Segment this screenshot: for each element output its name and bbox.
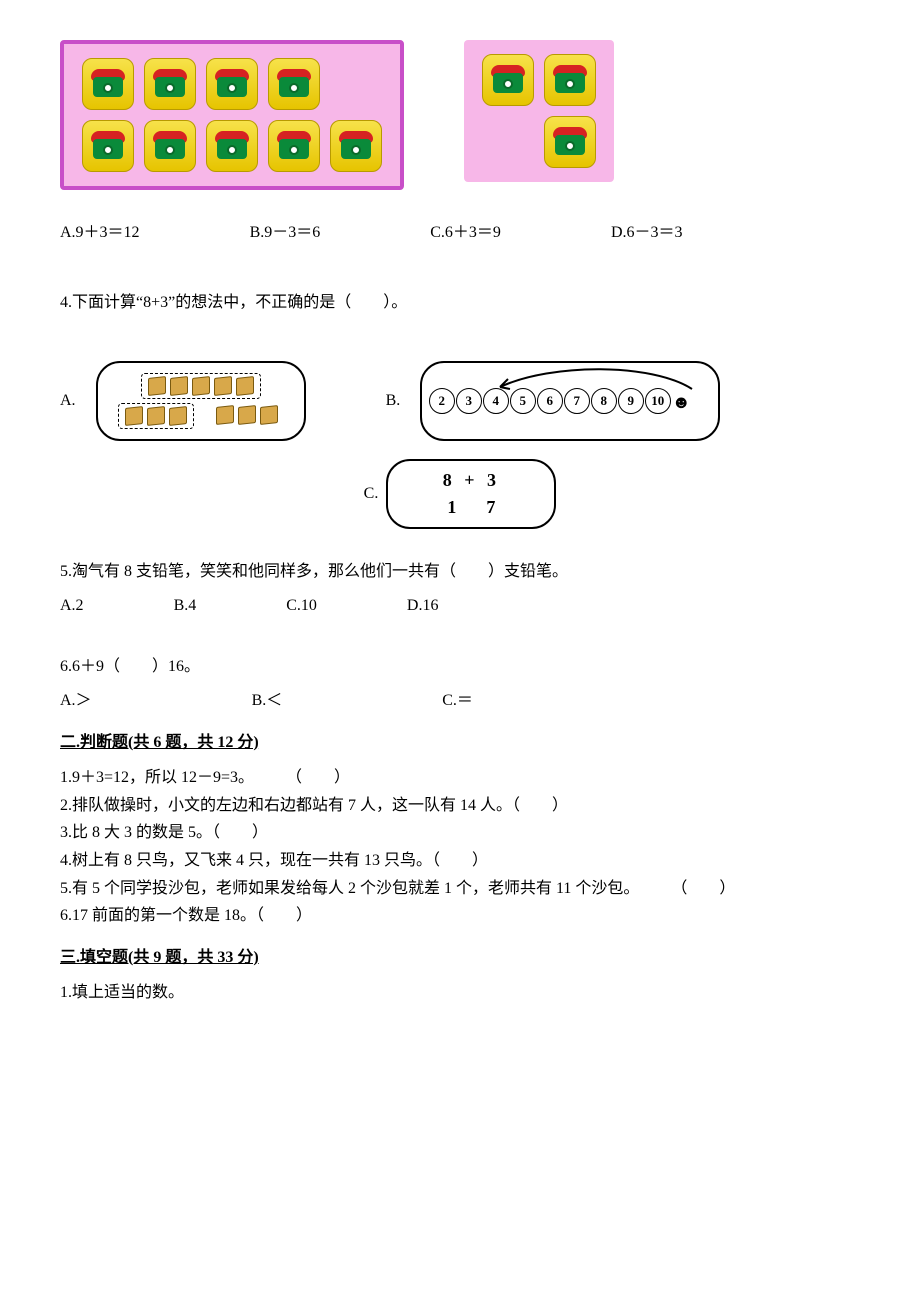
q3-left-grid — [82, 58, 382, 172]
q4-option-c-box[interactable]: 8 + 3 1 7 — [386, 459, 556, 529]
q4c-expression: 8 + 3 — [443, 466, 500, 495]
q4-label-b: B. — [386, 388, 401, 414]
tf-item: 1.9＋3=12，所以 12－9=3。 （ ） — [60, 765, 860, 791]
q3-opt-b[interactable]: B.9－3＝6 — [250, 220, 321, 246]
phone-tile — [206, 58, 258, 110]
phone-tile — [268, 58, 320, 110]
q4a-row1 — [141, 373, 261, 399]
q5-opt-c[interactable]: C.10 — [286, 593, 317, 619]
q4c-right: 7 — [486, 493, 495, 522]
q3-options: A.9＋3＝12 B.9－3＝6 C.6＋3＝9 D.6－3＝3 — [60, 220, 860, 246]
q5-stem: 5.淘气有 8 支铅笔，笑笑和他同样多，那么他们一共有（ ）支铅笔。 — [60, 559, 860, 585]
q5-opt-b[interactable]: B.4 — [174, 593, 197, 619]
phone-tile — [82, 58, 134, 110]
tf-item: 3.比 8 大 3 的数是 5。（ ） — [60, 820, 860, 846]
tf-item: 2.排队做操时，小文的左边和右边都站有 7 人，这一队有 14 人。（ ） — [60, 793, 860, 819]
q5-options: A.2 B.4 C.10 D.16 — [60, 593, 860, 619]
tf-item: 5.有 5 个同学投沙包，老师如果发给每人 2 个沙包就差 1 个，老师共有 1… — [60, 876, 860, 902]
q5-opt-a[interactable]: A.2 — [60, 593, 84, 619]
q4-label-c: C. — [364, 481, 379, 507]
q4-option-a-box[interactable] — [96, 361, 306, 441]
q3-opt-a[interactable]: A.9＋3＝12 — [60, 220, 140, 246]
arrow-icon — [492, 367, 702, 393]
q3-right-box — [464, 40, 614, 182]
circle-num: 3 — [456, 388, 482, 414]
phone-tile — [482, 54, 534, 106]
tf-item: 4.树上有 8 只鸟，又飞来 4 只，现在一共有 13 只鸟。（ ） — [60, 848, 860, 874]
q6-stem: 6.6＋9（ ）16。 — [60, 654, 860, 680]
q6-opt-c[interactable]: C.＝ — [442, 688, 473, 714]
phone-tile — [544, 54, 596, 106]
q4-label-a: A. — [60, 388, 76, 414]
q4-row-ab: A. B. 2 3 4 5 6 7 8 9 10 — [60, 361, 860, 441]
q6-opt-b[interactable]: B.＜ — [252, 688, 283, 714]
q3-opt-d[interactable]: D.6－3＝3 — [611, 220, 683, 246]
q4a-row2a — [118, 403, 194, 429]
phone-tile — [144, 58, 196, 110]
q3-opt-c[interactable]: C.6＋3＝9 — [430, 220, 501, 246]
q4c-left: 1 — [447, 493, 456, 522]
phone-tile — [330, 120, 382, 172]
q3-figure — [60, 40, 860, 190]
q4-option-b-box[interactable]: 2 3 4 5 6 7 8 9 10 ☻ — [420, 361, 720, 441]
q6-options: A.＞ B.＜ C.＝ — [60, 688, 860, 714]
section3-q1: 1.填上适当的数。 — [60, 980, 860, 1006]
q4-stem: 4.下面计算“8+3”的想法中，不正确的是（ ）。 — [60, 290, 860, 316]
phone-tile — [206, 120, 258, 172]
q5-opt-d[interactable]: D.16 — [407, 593, 439, 619]
tf-item: 6.17 前面的第一个数是 18。（ ） — [60, 903, 860, 929]
phone-tile — [144, 120, 196, 172]
phone-tile — [82, 120, 134, 172]
phone-tile — [544, 116, 596, 168]
section3-title: 三.填空题(共 9 题，共 33 分) — [60, 945, 860, 971]
section2-title: 二.判断题(共 6 题，共 12 分) — [60, 730, 860, 756]
q4a-row2b — [210, 403, 284, 429]
circle-num: 2 — [429, 388, 455, 414]
q3-right-grid — [482, 54, 596, 168]
q3-left-box — [60, 40, 404, 190]
phone-tile — [268, 120, 320, 172]
q6-opt-a[interactable]: A.＞ — [60, 688, 92, 714]
q4-row-c: C. 8 + 3 1 7 — [60, 459, 860, 529]
